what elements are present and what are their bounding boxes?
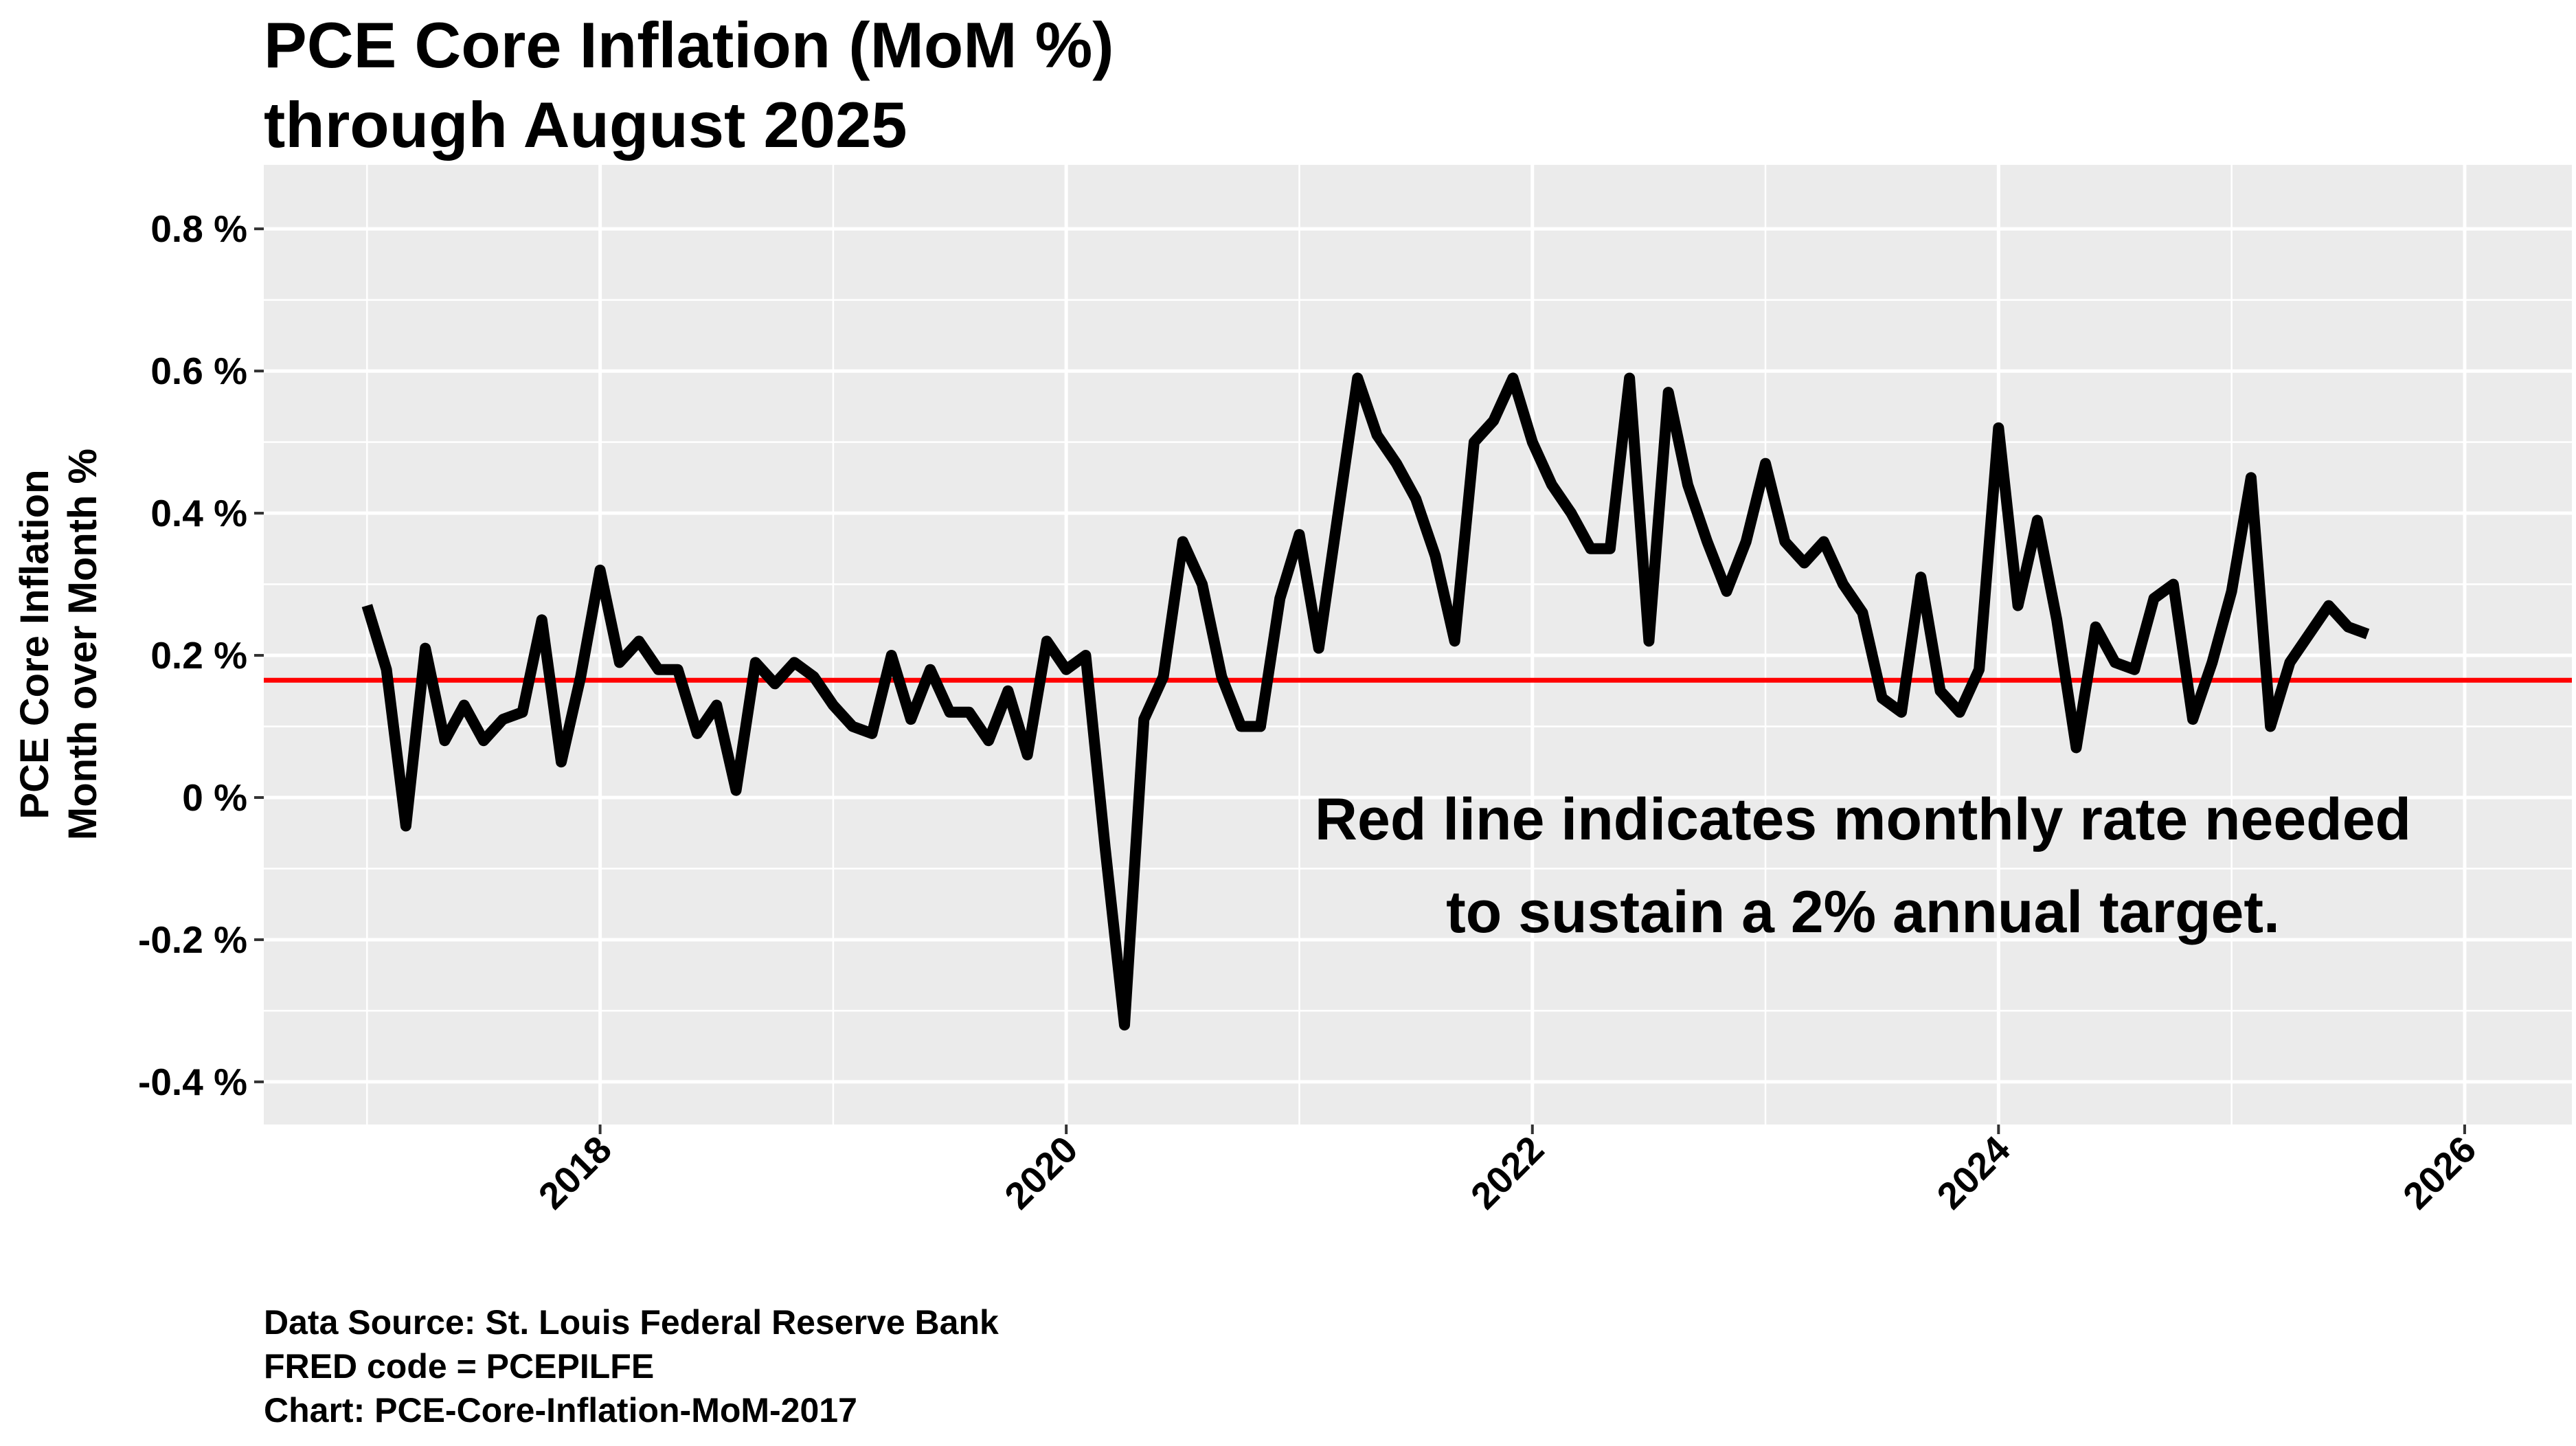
y-axis-title-line-1: PCE Core Inflation <box>12 469 57 819</box>
y-tick-label: 0 % <box>182 776 247 819</box>
x-tick-label: 2026 <box>2395 1128 2484 1217</box>
footer-line-2: FRED code = PCEPILFE <box>264 1347 654 1386</box>
y-tick-label: 0.6 % <box>150 350 247 392</box>
footer-line-1: Data Source: St. Louis Federal Reserve B… <box>264 1303 999 1342</box>
y-tick-label: 0.4 % <box>150 492 247 534</box>
annotation-line-1: Red line indicates monthly rate needed <box>1315 787 2411 852</box>
x-axis: 2018 2020 2022 2024 2026 <box>530 1125 2485 1217</box>
plot-panel <box>264 165 2572 1125</box>
footer-line-3: Chart: PCE-Core-Inflation-MoM-2017 <box>264 1391 857 1430</box>
y-tick-label: -0.4 % <box>138 1061 247 1103</box>
x-tick-label: 2018 <box>530 1128 620 1217</box>
y-axis: -0.4 % -0.2 % 0 % 0.2 % 0.4 % 0.6 % 0.8 % <box>138 207 264 1103</box>
y-axis-title: PCE Core Inflation Month over Month % <box>12 449 105 840</box>
y-tick-label: 0.2 % <box>150 634 247 677</box>
annotation-line-2: to sustain a 2% annual target. <box>1446 879 2280 945</box>
y-tick-label: -0.2 % <box>138 918 247 961</box>
x-tick-label: 2022 <box>1462 1128 1552 1217</box>
y-axis-title-line-2: Month over Month % <box>60 449 105 840</box>
y-tick-label: 0.8 % <box>150 207 247 250</box>
x-tick-label: 2020 <box>996 1128 1085 1217</box>
chart-title-line-1: PCE Core Inflation (MoM %) <box>264 9 1114 81</box>
chart-title-line-2: through August 2025 <box>264 89 907 161</box>
x-tick-label: 2024 <box>1928 1127 2018 1217</box>
